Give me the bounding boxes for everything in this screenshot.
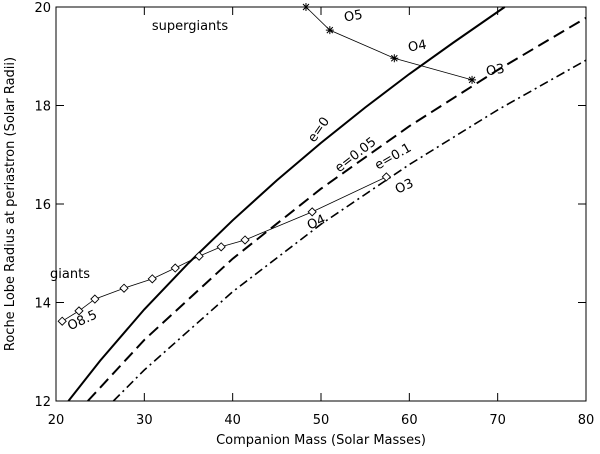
diamond-marker [381,172,392,182]
asterisk-marker [390,54,399,63]
y-tick-label: 20 [34,1,51,16]
series-line [61,176,387,322]
diamond-marker [170,263,180,273]
annotation: O4 [305,212,328,233]
series-line [305,6,473,81]
diamond-marker [307,207,317,217]
x-tick-label: 60 [401,413,418,428]
series-line [112,59,586,402]
series-line [87,16,586,402]
diamond-marker [194,251,204,261]
diamond-marker [119,283,129,293]
series-label: e=0.05 [332,135,379,176]
asterisk-marker [301,3,310,11]
y-axis-title: Roche Lobe Radius at periastron (Solar R… [3,57,18,351]
x-tick-label: 80 [578,413,595,428]
series-label: e=0.1 [372,141,414,174]
y-tick-label: 14 [34,297,51,312]
y-tick-label: 16 [34,198,51,213]
y-tick-label: 18 [34,100,51,115]
diamond-marker [216,242,226,252]
diamond-marker [74,306,84,316]
annotation: O3 [393,176,416,197]
x-tick-label: 40 [224,413,241,428]
series-line [67,6,506,402]
annotation: O8.5 [65,307,99,334]
asterisk-marker [468,75,477,84]
x-axis-title: Companion Mass (Solar Masses) [216,433,426,448]
annotation: O5 [343,8,364,26]
x-tick-label: 50 [313,413,330,428]
diamond-marker [240,235,250,245]
series-label: supergiants [152,19,229,34]
series-label: e=0 [305,115,333,146]
x-tick-label: 30 [136,413,153,428]
annotation: O3 [485,62,506,80]
plot-frame [55,6,587,402]
diamond-marker [147,274,157,284]
x-tick-label: 20 [48,413,65,428]
asterisk-marker [325,26,334,35]
annotation: O4 [407,38,428,56]
diamond-marker [90,294,100,304]
y-tick-label: 12 [34,395,51,410]
diamond-marker [57,316,67,326]
series-label: giants [50,267,90,282]
x-tick-label: 70 [489,413,506,428]
